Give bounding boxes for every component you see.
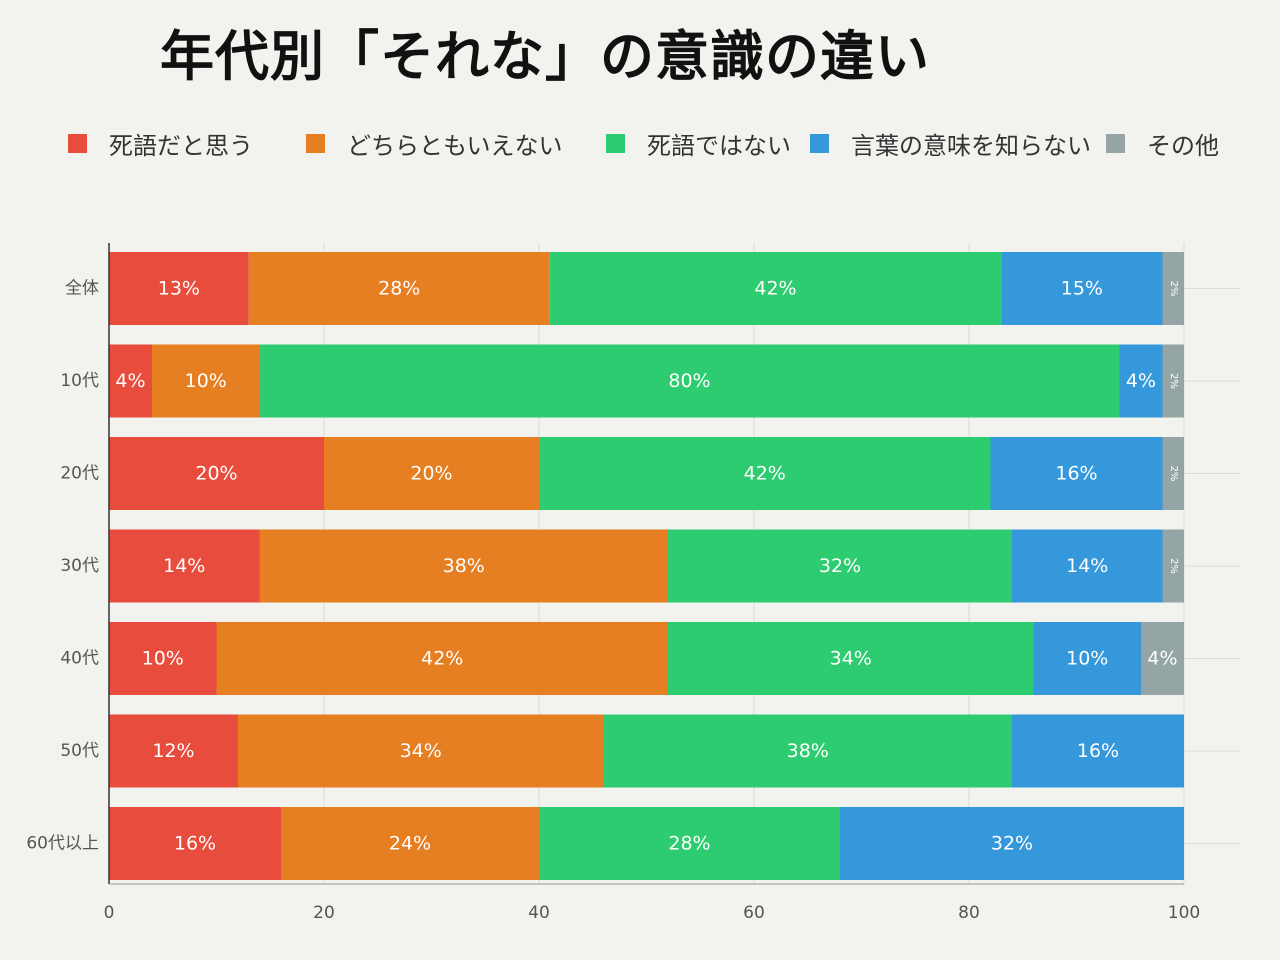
bar-segment [109, 622, 217, 695]
data-label: 42% [744, 463, 786, 485]
tick-label: 80 [958, 903, 980, 923]
category-label: 全体 [65, 279, 99, 299]
bar-segment [549, 252, 1002, 325]
bar-segment [668, 529, 1012, 603]
data-label: 15% [1061, 278, 1103, 300]
bar-segment [1012, 714, 1184, 788]
data-label: 2% [1168, 373, 1179, 389]
data-label: 4% [115, 370, 145, 392]
bar-segment [152, 344, 260, 418]
legend-swatch [606, 134, 625, 153]
data-label: 16% [1055, 463, 1097, 485]
data-label: 38% [787, 740, 829, 762]
legend-item: 死語ではない [606, 126, 791, 161]
bar-segment [281, 807, 539, 880]
data-label: 28% [378, 278, 420, 300]
bar-segment [1141, 622, 1184, 695]
bar-segment [259, 344, 1120, 418]
data-label: 42% [421, 648, 463, 670]
data-label: 42% [754, 278, 796, 300]
tick-label: 20 [313, 903, 335, 923]
bar-segment [539, 437, 991, 510]
bar-segment [109, 529, 260, 603]
data-label: 32% [819, 555, 861, 577]
bar-segment [1162, 344, 1184, 418]
bar-segment [1012, 529, 1163, 603]
data-label: 10% [142, 648, 184, 670]
bar-segment [259, 529, 668, 603]
legend-label: 言葉の意味を知らない [851, 132, 1091, 160]
bar-segment [324, 437, 539, 510]
data-label: 20% [195, 463, 237, 485]
legend-item: どちらともいえない [306, 126, 563, 161]
bar-segment [1119, 344, 1163, 418]
bar-segment [539, 807, 840, 880]
data-label: 20% [410, 463, 452, 485]
data-label: 32% [991, 833, 1033, 855]
category-label: 30代 [60, 556, 99, 576]
data-label: 80% [668, 370, 710, 392]
data-label: 16% [174, 833, 216, 855]
tick-label: 100 [1168, 903, 1200, 923]
bar-segment [216, 622, 668, 695]
chart-title: 年代別「それな」の意識の違い [160, 25, 930, 88]
data-label: 13% [158, 278, 200, 300]
legend-label: どちらともいえない [347, 132, 563, 160]
bar-segment [1033, 622, 1141, 695]
data-label: 14% [1066, 555, 1108, 577]
bar-segment [109, 807, 281, 880]
category-label: 40代 [60, 649, 99, 669]
legend-item: 言葉の意味を知らない [810, 126, 1091, 161]
legend-swatch [306, 134, 325, 153]
bar-segment [109, 714, 238, 788]
category-label: 20代 [60, 464, 99, 484]
data-label: 28% [668, 833, 710, 855]
data-label: 10% [185, 370, 227, 392]
legend-swatch [810, 134, 829, 153]
bar-segment [1162, 529, 1184, 603]
legend: 死語だと思う どちらともいえない 死語ではない 言葉の意味を知らない その他 [0, 126, 1280, 166]
bar-segment [1162, 437, 1184, 510]
data-label: 16% [1077, 740, 1119, 762]
legend-swatch [1106, 134, 1125, 153]
data-label: 2% [1168, 281, 1179, 297]
legend-label: 死語だと思う [109, 132, 253, 160]
tick-label: 0 [104, 903, 115, 923]
tick-label: 40 [528, 903, 550, 923]
bar-segment [109, 437, 324, 510]
bar-segment [840, 807, 1184, 880]
bar-segment [109, 344, 152, 418]
data-label: 34% [830, 648, 872, 670]
data-label: 34% [400, 740, 442, 762]
data-label: 2% [1168, 466, 1179, 482]
bar-segment [1001, 252, 1163, 325]
tick-label: 60 [743, 903, 765, 923]
data-label: 4% [1147, 648, 1177, 670]
category-label: 10代 [60, 371, 99, 391]
bar-segment [603, 714, 1012, 788]
bar-segment [1162, 252, 1184, 325]
bar-segment [668, 622, 1034, 695]
data-label: 4% [1126, 370, 1156, 392]
category-label: 60代以上 [26, 834, 99, 854]
legend-label: その他 [1147, 132, 1219, 160]
data-label: 10% [1066, 648, 1108, 670]
data-label: 14% [163, 555, 205, 577]
bar-segment [109, 252, 249, 325]
bar-segment [990, 437, 1163, 510]
legend-label: 死語ではない [647, 132, 791, 160]
data-label: 12% [152, 740, 194, 762]
category-label: 50代 [60, 741, 99, 761]
legend-item: その他 [1106, 126, 1219, 161]
legend-item: 死語だと思う [68, 126, 253, 161]
data-label: 38% [443, 555, 485, 577]
bar-segment [248, 252, 550, 325]
data-label: 2% [1168, 558, 1179, 574]
legend-swatch [68, 134, 87, 153]
data-label: 24% [389, 833, 431, 855]
bar-segment [238, 714, 604, 788]
